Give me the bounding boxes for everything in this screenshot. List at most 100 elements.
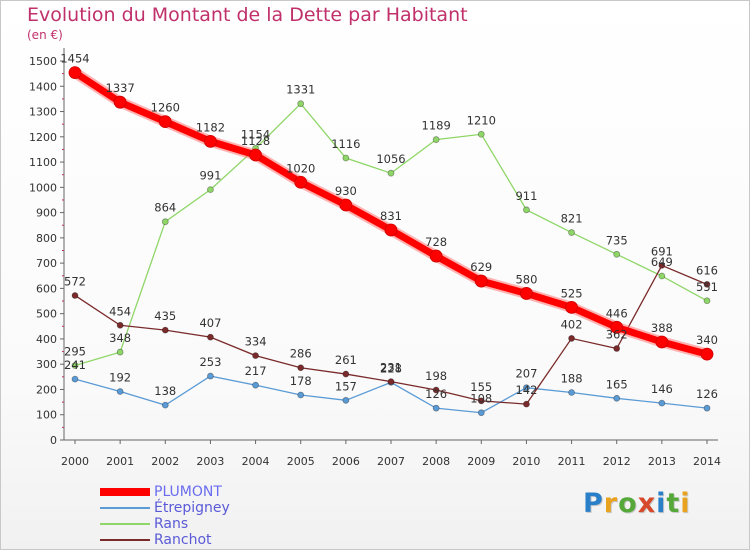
x-tick-label: 2004: [242, 455, 270, 468]
data-point: [297, 391, 305, 399]
data-label: 435: [154, 309, 176, 323]
logo-letter: i: [656, 488, 667, 519]
data-point: [339, 198, 353, 212]
data-point: [387, 169, 395, 177]
data-label: 126: [696, 387, 718, 401]
logo-letter: x: [637, 488, 657, 519]
data-label: 1337: [106, 81, 135, 95]
data-label: 253: [199, 355, 221, 369]
data-label: 1116: [331, 137, 360, 151]
data-point: [384, 223, 398, 237]
y-tick-label: 600: [36, 282, 57, 295]
data-label: 261: [335, 353, 357, 367]
y-tick-label: 1500: [29, 55, 57, 68]
data-point: [161, 218, 169, 226]
data-label: 340: [696, 333, 718, 347]
logo-letter: P: [583, 488, 604, 519]
data-point: [523, 206, 530, 214]
x-tick-label: 2005: [287, 455, 315, 468]
y-tick-label: 1100: [29, 156, 57, 169]
data-point: [71, 292, 79, 299]
x-tick-label: 2007: [377, 455, 405, 468]
data-label: 207: [515, 367, 537, 381]
data-label: 1454: [60, 52, 89, 66]
logo-letter: r: [603, 488, 619, 519]
data-label: 735: [606, 233, 628, 247]
legend: PLUMONT Étrepigney Rans Ranchot: [100, 484, 230, 548]
data-label: 1154: [241, 127, 270, 141]
series-rans: [71, 100, 711, 369]
data-point: [568, 335, 575, 342]
data-label: 334: [245, 335, 267, 349]
data-label: 188: [561, 371, 583, 385]
x-tick-label: 2006: [332, 455, 360, 468]
legend-swatch: [100, 539, 150, 541]
data-point: [658, 262, 666, 269]
x-tick-label: 2002: [151, 455, 179, 468]
data-label: 446: [606, 306, 628, 320]
data-point: [158, 115, 172, 129]
data-label: 217: [245, 364, 267, 378]
y-tick-label: 900: [36, 207, 57, 220]
data-point: [700, 347, 714, 361]
data-point: [703, 280, 711, 288]
data-point: [568, 389, 575, 396]
data-label: 572: [64, 274, 86, 288]
data-point: [207, 333, 214, 341]
data-point: [207, 372, 214, 380]
data-label: 241: [64, 358, 86, 372]
series-layer: [68, 66, 714, 417]
data-label: 831: [380, 209, 402, 223]
data-label: 142: [515, 383, 537, 397]
data-point: [432, 404, 440, 412]
data-point: [613, 394, 621, 402]
data-label: 1260: [151, 101, 180, 115]
legend-label: Étrepigney: [154, 499, 230, 516]
data-point: [658, 399, 666, 407]
data-label: 1331: [286, 83, 315, 97]
data-point: [249, 148, 262, 162]
x-tick-label: 2014: [693, 455, 721, 468]
data-point: [703, 297, 711, 305]
data-point: [297, 364, 305, 372]
data-point: [613, 250, 621, 258]
data-point: [474, 274, 488, 288]
unit-label: (en €): [27, 28, 63, 42]
x-tick-label: 2003: [196, 455, 224, 468]
data-point: [294, 175, 308, 189]
series-plumont: [68, 66, 714, 361]
x-tick-label: 2011: [558, 455, 586, 468]
x-tick-label: 2013: [648, 455, 676, 468]
x-tick-label: 2008: [422, 455, 450, 468]
data-label: 228: [380, 361, 402, 375]
data-point: [387, 378, 395, 386]
data-label: 286: [290, 347, 312, 361]
x-tick-label: 2012: [603, 455, 631, 468]
data-label: 454: [109, 304, 131, 318]
data-labels-layer: 241 192 138 253 217 178 157 228 126 108 207 188 165 1…: [60, 52, 718, 406]
legend-item-rans: Rans: [100, 516, 230, 532]
data-point: [297, 100, 305, 108]
data-label: 362: [606, 328, 628, 342]
y-tick-label: 400: [36, 333, 57, 346]
data-label: 991: [199, 169, 221, 183]
y-tick-label: 100: [36, 409, 57, 422]
data-point: [432, 136, 440, 143]
data-point: [71, 375, 79, 383]
data-label: 864: [154, 201, 176, 215]
data-label: 1189: [422, 119, 451, 133]
legend-item-plumont: PLUMONT: [100, 484, 230, 500]
data-label: 178: [290, 374, 312, 388]
legend-label: Ranchot: [154, 531, 212, 548]
data-point: [342, 154, 350, 162]
data-label: 388: [651, 321, 673, 335]
data-label: 402: [561, 317, 583, 331]
y-tick-label: 1300: [29, 106, 57, 119]
data-label: 1210: [467, 113, 496, 127]
data-label: 728: [425, 235, 447, 249]
data-label: 629: [470, 260, 492, 274]
data-label: 1020: [286, 161, 315, 175]
chart-title: Evolution du Montant de la Dette par Hab…: [27, 4, 468, 26]
